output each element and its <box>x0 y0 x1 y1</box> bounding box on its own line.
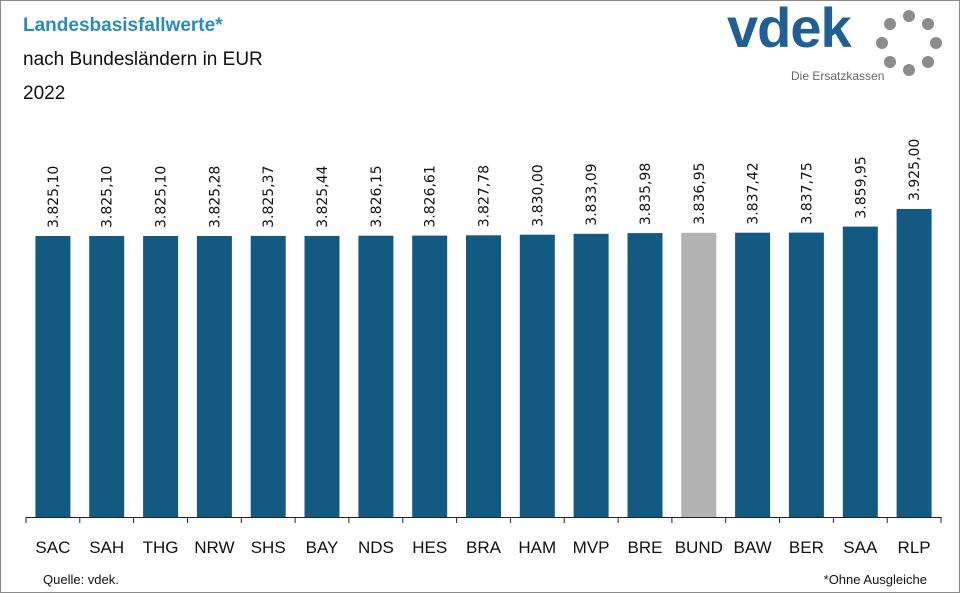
category-label-rlp: RLP <box>898 538 931 557</box>
dotted-ring-icon <box>876 10 942 76</box>
category-label-nrw: NRW <box>194 538 234 557</box>
value-label-baw: 3.837,42 <box>746 162 762 224</box>
bar-baw <box>735 232 771 517</box>
category-label-shs: SHS <box>251 538 286 557</box>
category-label-mvp: MVP <box>573 538 610 557</box>
bar-bra <box>466 235 501 518</box>
value-label-sac: 3.825,10 <box>46 166 62 228</box>
value-label-bund: 3.836,95 <box>692 162 708 224</box>
bar-ham <box>519 234 555 517</box>
bar-nds <box>358 235 394 517</box>
vdek-logo: vdek Die Ersatzkassen <box>723 0 953 91</box>
chart-subtitle: nach Bundesländern in EUR <box>23 49 263 70</box>
bar-sac <box>35 236 71 517</box>
bar-thg <box>143 236 179 517</box>
footnote: *Ohne Ausgleiche <box>823 572 927 587</box>
value-label-bre: 3.835,98 <box>638 163 654 225</box>
value-label-thg: 3.825,10 <box>154 166 170 228</box>
category-label-ham: HAM <box>518 538 556 557</box>
bar-mvp <box>573 233 609 518</box>
bar-sah <box>89 236 125 517</box>
value-label-bay: 3.825,44 <box>315 165 331 227</box>
logo-tagline: Die Ersatzkassen <box>791 69 885 83</box>
value-label-shs: 3.825,37 <box>261 166 277 228</box>
category-label-thg: THG <box>143 538 179 557</box>
value-label-rlp: 3.925,00 <box>907 139 923 201</box>
category-label-bra: BRA <box>466 538 502 557</box>
bar-nrw <box>196 236 232 517</box>
value-label-saa: 3.859,95 <box>853 156 869 218</box>
value-label-mvp: 3.833,09 <box>584 163 600 225</box>
bar-bund <box>681 232 717 518</box>
bar-bay <box>304 235 340 517</box>
category-label-bay: BAY <box>306 538 339 557</box>
category-label-ber: BER <box>789 538 824 557</box>
chart-title: Landesbasisfallwerte* <box>23 15 223 36</box>
bar-ber <box>788 232 824 517</box>
value-label-nrw: 3.825,28 <box>207 166 223 228</box>
chart-year: 2022 <box>23 83 66 104</box>
category-label-nds: NDS <box>358 538 394 557</box>
category-label-hes: HES <box>412 538 447 557</box>
value-label-ber: 3.837,75 <box>799 162 815 224</box>
category-label-bre: BRE <box>628 538 663 557</box>
category-label-sac: SAC <box>35 538 70 557</box>
value-label-bra: 3.827,78 <box>477 165 493 227</box>
category-label-bund: BUND <box>675 538 723 557</box>
category-label-sah: SAH <box>89 538 124 557</box>
logo-wordmark: vdek <box>727 0 852 59</box>
category-label-baw: BAW <box>734 538 772 557</box>
category-label-saa: SAA <box>843 538 878 557</box>
value-label-nds: 3.826,15 <box>369 165 385 227</box>
bar-bre <box>627 233 663 517</box>
source-note: Quelle: vdek. <box>43 572 119 587</box>
value-label-sah: 3.825,10 <box>100 166 116 228</box>
bar-saa <box>842 226 878 517</box>
value-label-ham: 3.830,00 <box>530 164 546 226</box>
bar-shs <box>250 235 286 517</box>
bar-hes <box>412 235 448 517</box>
value-label-hes: 3.826,61 <box>423 165 439 227</box>
bar-rlp <box>896 209 932 517</box>
